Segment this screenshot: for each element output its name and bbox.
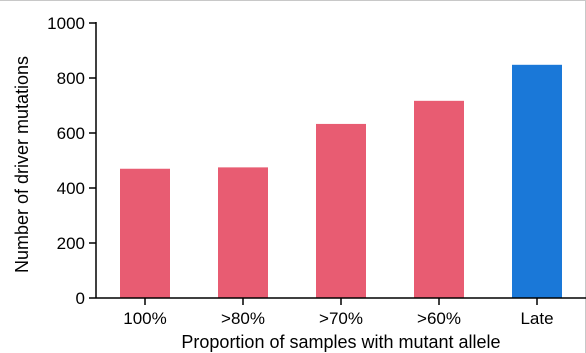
x-axis-ticks: 100% >80% >70% >60% Late <box>123 298 554 328</box>
bar-2 <box>316 123 366 298</box>
x-tick-label: >80% <box>221 309 265 328</box>
bar-3 <box>414 100 464 298</box>
x-tick-label: 100% <box>123 309 166 328</box>
y-axis-title: Number of driver mutations <box>12 56 32 273</box>
x-tick-label: >60% <box>417 309 461 328</box>
x-axis-title: Proportion of samples with mutant allele <box>181 332 500 352</box>
x-tick-label: >70% <box>319 309 363 328</box>
y-tick-label: 1000 <box>47 14 85 33</box>
y-tick-label: 0 <box>76 289 85 308</box>
bars <box>120 64 562 298</box>
y-tick-label: 200 <box>57 234 85 253</box>
y-tick-label: 800 <box>57 69 85 88</box>
bar-1 <box>218 167 268 298</box>
y-tick-label: 400 <box>57 179 85 198</box>
y-axis-ticks: 0 200 400 600 800 1000 <box>47 14 96 308</box>
y-tick-label: 600 <box>57 124 85 143</box>
x-tick-label: Late <box>520 309 553 328</box>
bar-4 <box>512 64 562 298</box>
bar-0 <box>120 168 170 298</box>
